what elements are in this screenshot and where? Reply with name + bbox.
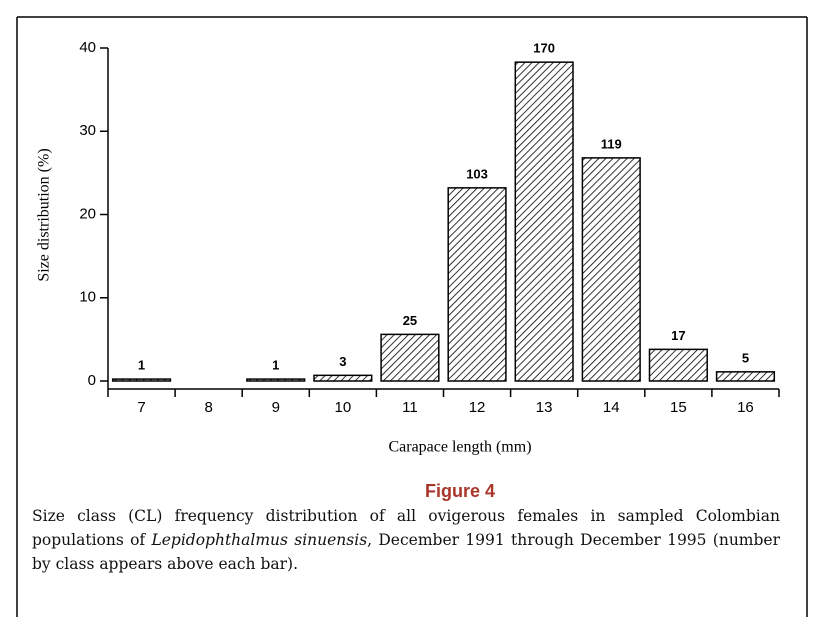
caption-text: , December 1991 through December 1995 (n…	[32, 531, 781, 573]
count-label: 1	[272, 358, 279, 373]
count-label: 25	[403, 313, 417, 328]
figure-label: Figure 4	[425, 481, 495, 501]
bar	[447, 187, 507, 382]
x-tick-label: 12	[469, 399, 486, 416]
y-axis-label: Size distribution (%)	[36, 148, 53, 281]
count-label: 1	[138, 358, 145, 373]
x-axis-label: Carapace length (mm)	[388, 439, 531, 456]
caption-species: Lepidophthalmus sinuensis	[151, 531, 368, 549]
bar	[715, 371, 776, 382]
x-tick-label: 8	[204, 399, 212, 416]
caption: Size class (CL) frequency distribution o…	[32, 504, 780, 576]
count-label: 103	[466, 166, 488, 181]
y-tick-label: 0	[88, 372, 96, 389]
bar	[111, 378, 172, 382]
y-tick-label: 10	[79, 289, 96, 306]
count-label: 119	[601, 136, 622, 151]
x-tick-label: 15	[670, 399, 687, 416]
bar	[246, 378, 306, 382]
y-tick-label: 30	[79, 122, 96, 139]
x-tick-label: 13	[536, 399, 553, 416]
y-tick-label: 40	[79, 39, 96, 56]
x-tick-label: 7	[137, 399, 145, 416]
x-tick-label: 10	[335, 399, 352, 416]
caption-text: Size class (CL) frequency distribution o…	[32, 507, 780, 549]
x-tick-label: 16	[737, 399, 754, 416]
bar	[514, 61, 574, 382]
bar	[313, 374, 373, 382]
x-tick-label: 14	[603, 399, 620, 416]
count-label: 3	[339, 354, 346, 369]
bar	[380, 333, 440, 382]
bar	[581, 157, 641, 382]
count-label: 5	[742, 350, 749, 365]
x-tick-label: 11	[402, 399, 418, 416]
bar	[648, 348, 708, 382]
x-tick-label: 9	[272, 399, 280, 416]
y-tick-label: 20	[79, 205, 96, 222]
count-label: 17	[671, 328, 685, 343]
count-label: 170	[533, 41, 555, 56]
